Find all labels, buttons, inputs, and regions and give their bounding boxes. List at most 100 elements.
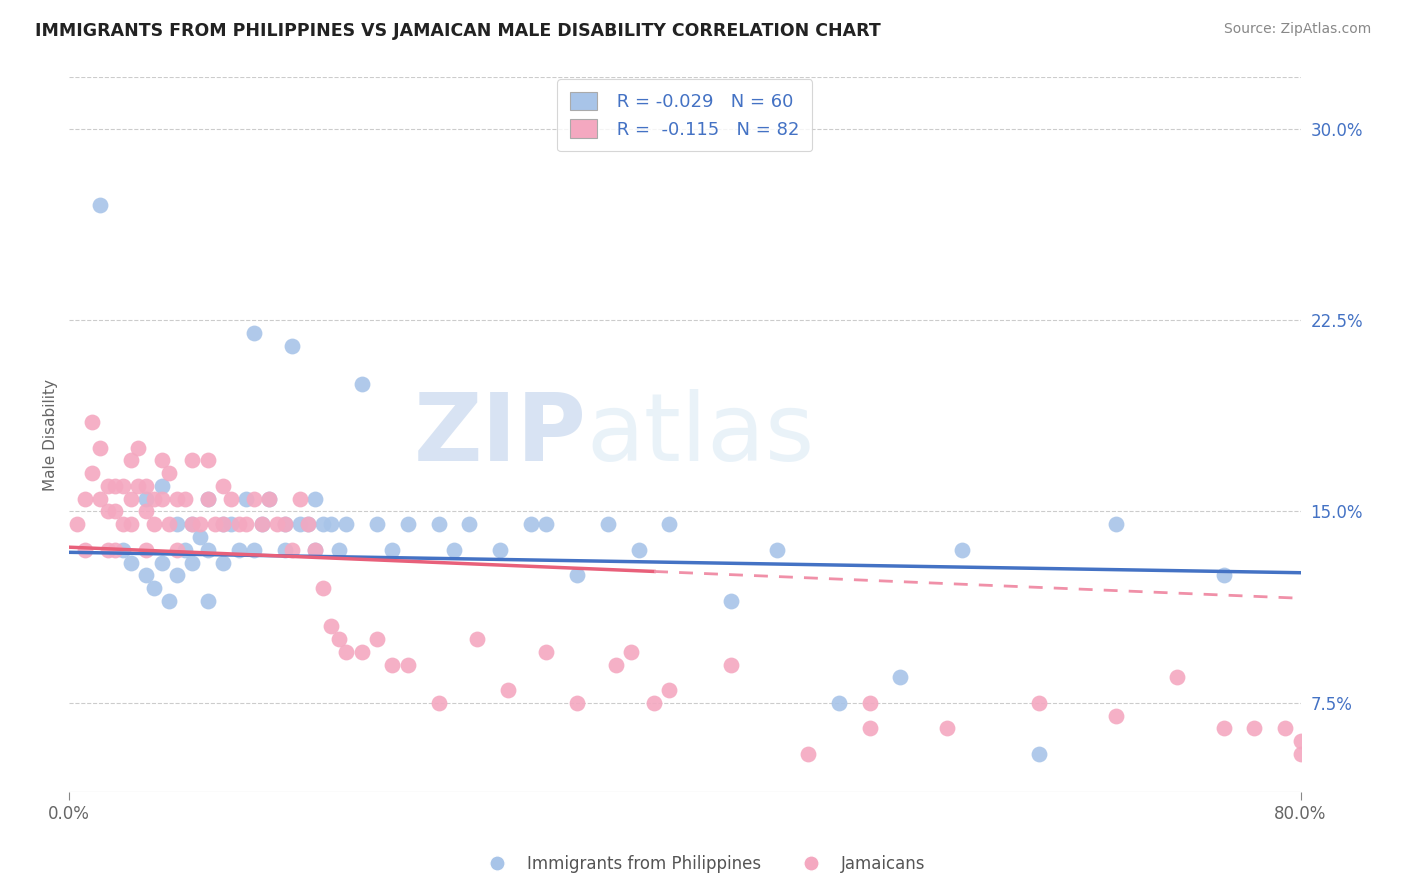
- Point: [396, 657, 419, 672]
- Point: [1166, 670, 1188, 684]
- Point: [219, 517, 242, 532]
- Point: [181, 517, 204, 532]
- Point: [297, 517, 319, 532]
- Point: [281, 338, 304, 352]
- Point: [1105, 517, 1128, 532]
- Point: [458, 517, 481, 532]
- Point: [1028, 696, 1050, 710]
- Point: [596, 517, 619, 532]
- Point: [235, 491, 257, 506]
- Point: [243, 491, 266, 506]
- Point: [259, 491, 281, 506]
- Point: [166, 568, 188, 582]
- Point: [112, 542, 135, 557]
- Point: [82, 466, 104, 480]
- Point: [82, 415, 104, 429]
- Point: [350, 376, 373, 391]
- Point: [181, 517, 204, 532]
- Point: [312, 581, 335, 595]
- Point: [150, 556, 173, 570]
- Point: [319, 517, 342, 532]
- Point: [858, 722, 880, 736]
- Point: [366, 517, 388, 532]
- Point: [443, 542, 465, 557]
- Text: Source: ZipAtlas.com: Source: ZipAtlas.com: [1223, 22, 1371, 37]
- Point: [427, 517, 450, 532]
- Point: [212, 479, 235, 493]
- Text: IMMIGRANTS FROM PHILIPPINES VS JAMAICAN MALE DISABILITY CORRELATION CHART: IMMIGRANTS FROM PHILIPPINES VS JAMAICAN …: [35, 22, 882, 40]
- Point: [1289, 747, 1312, 761]
- Point: [157, 517, 180, 532]
- Point: [658, 683, 681, 698]
- Point: [97, 542, 120, 557]
- Point: [1028, 747, 1050, 761]
- Point: [104, 542, 127, 557]
- Point: [366, 632, 388, 646]
- Point: [828, 696, 851, 710]
- Point: [173, 491, 195, 506]
- Point: [1212, 568, 1234, 582]
- Point: [319, 619, 342, 633]
- Point: [288, 517, 311, 532]
- Point: [235, 517, 257, 532]
- Point: [135, 491, 157, 506]
- Point: [297, 517, 319, 532]
- Point: [166, 491, 188, 506]
- Point: [720, 594, 742, 608]
- Point: [73, 491, 96, 506]
- Point: [89, 198, 111, 212]
- Point: [89, 491, 111, 506]
- Point: [335, 645, 357, 659]
- Point: [1243, 722, 1265, 736]
- Point: [212, 517, 235, 532]
- Point: [104, 479, 127, 493]
- Point: [304, 491, 326, 506]
- Point: [858, 696, 880, 710]
- Point: [1105, 708, 1128, 723]
- Point: [166, 517, 188, 532]
- Point: [304, 542, 326, 557]
- Point: [188, 530, 211, 544]
- Point: [496, 683, 519, 698]
- Point: [197, 453, 219, 467]
- Y-axis label: Male Disability: Male Disability: [44, 379, 58, 491]
- Point: [565, 568, 588, 582]
- Point: [135, 542, 157, 557]
- Point: [536, 645, 558, 659]
- Point: [212, 517, 235, 532]
- Point: [536, 517, 558, 532]
- Point: [120, 556, 142, 570]
- Point: [259, 491, 281, 506]
- Point: [489, 542, 512, 557]
- Point: [204, 517, 226, 532]
- Point: [273, 542, 295, 557]
- Point: [266, 517, 288, 532]
- Point: [335, 517, 357, 532]
- Point: [97, 504, 120, 518]
- Point: [381, 542, 404, 557]
- Point: [273, 517, 295, 532]
- Point: [1274, 722, 1296, 736]
- Point: [658, 517, 681, 532]
- Point: [120, 491, 142, 506]
- Point: [720, 657, 742, 672]
- Point: [112, 517, 135, 532]
- Point: [250, 517, 273, 532]
- Point: [150, 453, 173, 467]
- Point: [197, 491, 219, 506]
- Point: [142, 491, 165, 506]
- Point: [273, 517, 295, 532]
- Point: [243, 326, 266, 340]
- Point: [766, 542, 789, 557]
- Point: [427, 696, 450, 710]
- Point: [228, 542, 250, 557]
- Point: [565, 696, 588, 710]
- Text: atlas: atlas: [586, 389, 814, 481]
- Text: ZIP: ZIP: [413, 389, 586, 481]
- Point: [157, 466, 180, 480]
- Point: [328, 632, 350, 646]
- Point: [281, 542, 304, 557]
- Point: [350, 645, 373, 659]
- Point: [128, 479, 150, 493]
- Point: [166, 542, 188, 557]
